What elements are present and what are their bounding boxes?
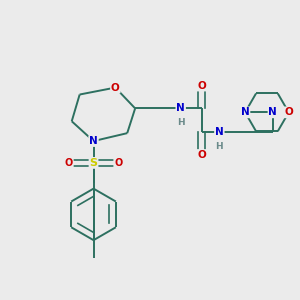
Text: O: O xyxy=(197,81,206,91)
Text: N: N xyxy=(241,107,250,117)
Text: O: O xyxy=(111,82,120,93)
Text: H: H xyxy=(177,118,184,127)
Text: O: O xyxy=(197,150,206,160)
Text: O: O xyxy=(284,107,293,117)
Text: N: N xyxy=(176,103,185,113)
Text: N: N xyxy=(268,107,277,117)
Text: N: N xyxy=(89,136,98,146)
Text: S: S xyxy=(89,158,98,168)
Text: N: N xyxy=(215,127,224,137)
Text: O: O xyxy=(114,158,122,168)
Text: H: H xyxy=(215,142,223,151)
Text: O: O xyxy=(64,158,73,168)
